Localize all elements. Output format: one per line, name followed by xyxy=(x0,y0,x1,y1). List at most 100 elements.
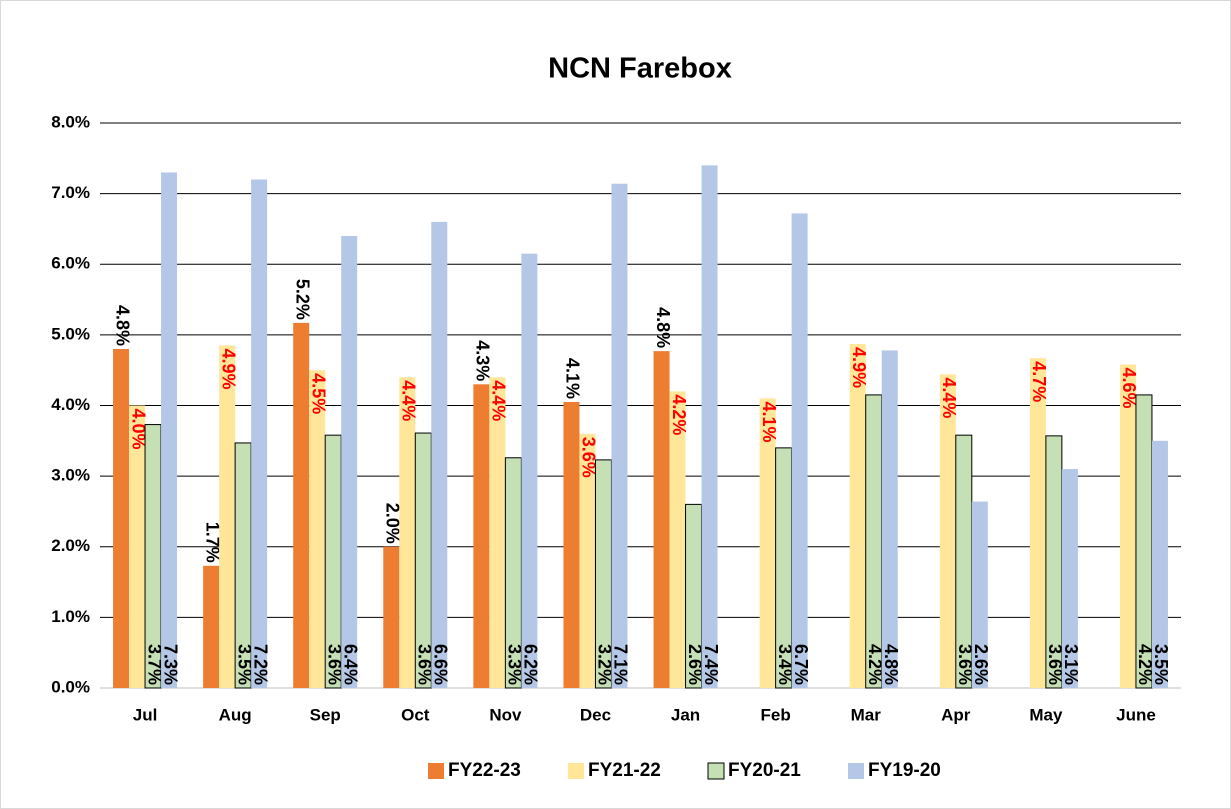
x-tick-label: Aug xyxy=(219,705,252,724)
bar xyxy=(161,172,178,688)
value-label: 7.4% xyxy=(701,644,721,685)
value-label: 6.4% xyxy=(340,644,360,685)
value-label: 4.2% xyxy=(1135,644,1155,685)
value-label: 3.6% xyxy=(1045,644,1065,685)
value-label: 3.7% xyxy=(144,644,164,685)
bar xyxy=(939,374,956,688)
y-tick-label: 0.0% xyxy=(51,677,90,696)
value-label: 4.3% xyxy=(473,340,493,381)
bar xyxy=(473,384,490,688)
bar xyxy=(759,398,776,688)
value-label: 4.0% xyxy=(128,409,148,450)
value-label: 3.6% xyxy=(324,644,344,685)
legend-label: FY20-21 xyxy=(728,760,801,781)
bar xyxy=(341,236,358,688)
bar xyxy=(1119,364,1136,688)
bar xyxy=(579,433,596,688)
y-tick-label: 3.0% xyxy=(51,466,90,485)
value-label: 4.2% xyxy=(865,644,885,685)
value-label: 3.5% xyxy=(234,644,254,685)
bar xyxy=(251,179,268,688)
bar xyxy=(113,349,130,688)
value-label: 4.4% xyxy=(399,380,419,421)
legend-swatch xyxy=(707,762,725,780)
value-label: 7.1% xyxy=(611,644,631,685)
value-label: 7.3% xyxy=(160,644,180,685)
legend-swatch xyxy=(568,763,584,779)
value-label: 4.7% xyxy=(1029,361,1049,402)
value-label: 2.6% xyxy=(971,644,991,685)
bar xyxy=(1151,440,1168,688)
value-label: 3.4% xyxy=(775,644,795,685)
value-label: 4.9% xyxy=(849,347,869,388)
y-tick-label: 2.0% xyxy=(51,536,90,555)
value-label: 4.4% xyxy=(489,380,509,421)
bar xyxy=(611,183,628,689)
bar xyxy=(521,253,538,688)
y-tick-label: 5.0% xyxy=(51,324,90,343)
value-label: 3.6% xyxy=(955,644,975,685)
bar xyxy=(701,165,718,688)
value-label: 5.2% xyxy=(292,279,312,320)
bar xyxy=(563,401,580,688)
value-label: 3.3% xyxy=(505,644,525,685)
value-label: 6.7% xyxy=(791,644,811,685)
value-label: 4.5% xyxy=(308,373,328,414)
bar xyxy=(849,344,866,688)
y-tick-label: 8.0% xyxy=(51,112,90,131)
value-label: 3.6% xyxy=(415,644,435,685)
value-label: 6.6% xyxy=(431,644,451,685)
legend-swatch xyxy=(428,763,444,779)
y-tick-label: 1.0% xyxy=(51,607,90,626)
bar xyxy=(1061,469,1078,688)
value-label: 4.4% xyxy=(939,377,959,418)
value-label: 4.8% xyxy=(653,307,673,348)
y-tick-label: 7.0% xyxy=(51,183,90,202)
x-tick-label: Mar xyxy=(851,705,882,724)
bar xyxy=(489,377,506,688)
value-label: 4.6% xyxy=(1119,368,1139,409)
legend-label: FY22-23 xyxy=(448,760,521,781)
value-label: 2.6% xyxy=(685,644,705,685)
value-label: 7.2% xyxy=(250,644,270,685)
bar xyxy=(129,405,146,688)
bar xyxy=(293,322,310,688)
x-tick-label: Sep xyxy=(310,705,341,724)
x-tick-label: Apr xyxy=(941,705,971,724)
x-tick-label: Dec xyxy=(580,705,611,724)
value-label: 2.0% xyxy=(383,503,403,544)
legend-label: FY21-22 xyxy=(588,760,661,781)
bar xyxy=(431,221,448,688)
x-tick-label: May xyxy=(1029,705,1063,724)
value-label: 1.7% xyxy=(202,522,222,563)
value-label: 4.2% xyxy=(669,394,689,435)
bar xyxy=(309,370,326,688)
bar xyxy=(1029,358,1046,688)
x-tick-label: Nov xyxy=(489,705,522,724)
legend-swatch xyxy=(848,763,864,779)
x-tick-label: Feb xyxy=(761,705,791,724)
value-label: 3.6% xyxy=(579,437,599,478)
chart-title: NCN Farebox xyxy=(548,53,732,85)
value-label: 3.1% xyxy=(1061,644,1081,685)
value-label: 4.1% xyxy=(563,358,583,399)
x-tick-label: June xyxy=(1116,705,1156,724)
y-tick-label: 4.0% xyxy=(51,395,90,414)
bar xyxy=(383,546,400,688)
value-label: 4.8% xyxy=(112,305,132,346)
bar xyxy=(971,501,988,688)
bar xyxy=(791,213,808,688)
y-tick-label: 6.0% xyxy=(51,254,90,273)
x-tick-label: Jan xyxy=(671,705,700,724)
value-label: 4.9% xyxy=(218,348,238,389)
value-label: 4.1% xyxy=(759,401,779,442)
bar xyxy=(881,350,898,688)
value-label: 6.2% xyxy=(521,644,541,685)
value-label: 3.5% xyxy=(1151,644,1171,685)
x-tick-label: Jul xyxy=(133,705,158,724)
bar xyxy=(219,345,236,688)
bar xyxy=(669,391,686,688)
value-label: 3.2% xyxy=(595,644,615,685)
value-label: 4.8% xyxy=(881,644,901,685)
